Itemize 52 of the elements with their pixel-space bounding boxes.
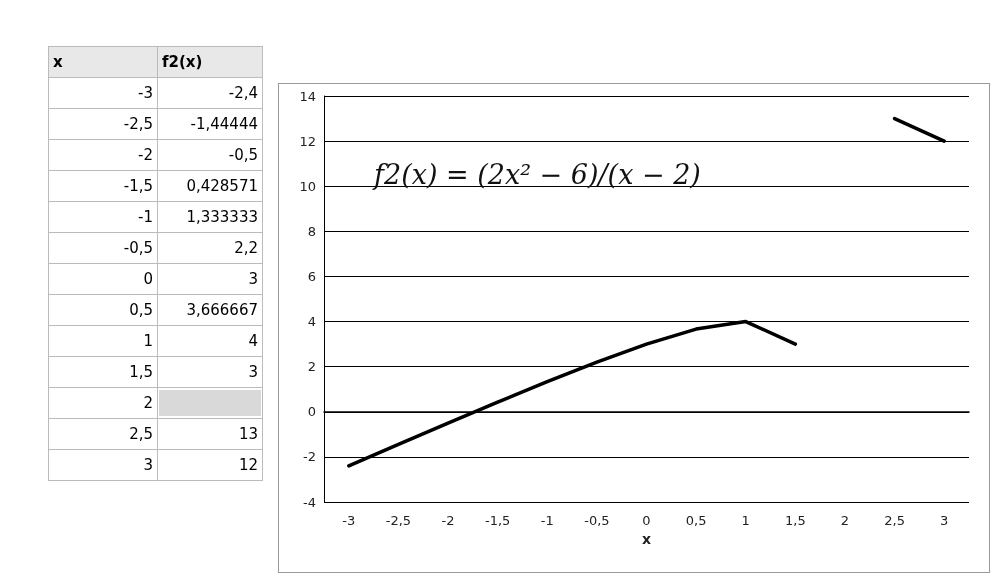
x-tick-label: -2,5 [385, 513, 412, 528]
text: x [48, 46, 158, 78]
text: 2,5 [48, 418, 158, 450]
text: 1,333333 [157, 201, 263, 233]
text: 2 [48, 387, 158, 419]
text: 1,5 [48, 356, 158, 388]
text: -1 [48, 201, 158, 233]
x-tick-label: 2 [840, 513, 850, 528]
y-tick-label: 8 [307, 223, 316, 239]
text: -0,5 [157, 139, 263, 171]
x-tick-label: 1 [741, 513, 750, 528]
x-tick-label: 2,5 [884, 513, 905, 528]
text: 0,5 [48, 294, 158, 326]
x-tick-label: 0 [642, 513, 651, 528]
y-tick-label: 4 [307, 314, 316, 330]
text: -0,5 [48, 232, 158, 264]
x-tick-label: -2 [441, 513, 455, 528]
text: 13 [157, 418, 263, 450]
text: 0 [48, 263, 158, 295]
text: 3 [157, 263, 263, 295]
y-tick-label: 12 [299, 133, 316, 149]
y-tick-label: -4 [303, 494, 316, 510]
text: f2(x) [157, 46, 263, 78]
text: -2 [48, 139, 158, 171]
text: 1 [48, 325, 158, 357]
x-tick-label: 1,5 [785, 513, 806, 528]
text: 3 [157, 356, 263, 388]
x-tick-label: -0,5 [584, 513, 610, 528]
text: 3,666667 [157, 294, 263, 326]
y-tick-label: 0 [307, 404, 316, 420]
text: -1,44444 [157, 108, 263, 140]
x-tick-label: 0,5 [685, 513, 707, 528]
text: 12 [157, 449, 263, 481]
text: -2,5 [48, 108, 158, 140]
y-tick-label: 10 [299, 178, 316, 194]
x-tick-label: 3 [940, 513, 949, 528]
text: -2,4 [157, 77, 263, 109]
y-tick-label: -2 [303, 449, 316, 465]
text: 0,428571 [157, 170, 263, 202]
x-axis-title: x [641, 530, 652, 547]
text: 3 [48, 449, 158, 481]
text: 2,2 [157, 232, 263, 264]
x-tick-label: -1,5 [484, 513, 511, 528]
x-tick-label: -3 [342, 513, 356, 528]
y-tick-label: 14 [299, 88, 316, 104]
text: -3 [48, 77, 158, 109]
y-tick-label: 2 [307, 359, 316, 375]
y-tick-label: 6 [307, 268, 316, 284]
text: -1,5 [48, 170, 158, 202]
text: 4 [157, 325, 263, 357]
x-tick-label: -1 [540, 513, 554, 528]
text: f2(x) = (2x² − 6)/(x − 2) [372, 159, 701, 190]
